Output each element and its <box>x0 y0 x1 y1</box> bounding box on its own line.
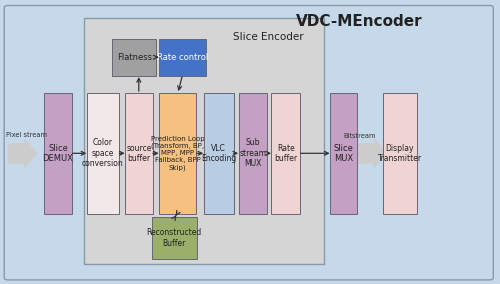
FancyBboxPatch shape <box>152 217 196 259</box>
Text: Reconstructed
Buffer: Reconstructed Buffer <box>146 228 202 248</box>
Text: Pixel stream: Pixel stream <box>6 132 46 138</box>
Text: Display
Transmitter: Display Transmitter <box>378 144 422 163</box>
FancyBboxPatch shape <box>125 93 152 214</box>
Text: Rate control: Rate control <box>157 53 208 62</box>
FancyArrow shape <box>358 139 386 168</box>
Text: Bitstream: Bitstream <box>344 133 376 139</box>
Text: Sub
stream
MUX: Sub stream MUX <box>240 138 266 168</box>
Text: Slice Encoder: Slice Encoder <box>233 32 304 42</box>
FancyBboxPatch shape <box>159 93 196 214</box>
FancyBboxPatch shape <box>44 93 72 214</box>
FancyBboxPatch shape <box>159 39 206 76</box>
FancyBboxPatch shape <box>330 93 357 214</box>
Text: Slice
DEMUX: Slice DEMUX <box>42 144 74 163</box>
FancyBboxPatch shape <box>84 18 324 264</box>
FancyBboxPatch shape <box>112 39 156 76</box>
Text: VLC
Encoding: VLC Encoding <box>201 144 236 163</box>
Text: source
buffer: source buffer <box>126 144 152 163</box>
FancyBboxPatch shape <box>86 93 119 214</box>
Text: Rate
buffer: Rate buffer <box>274 144 297 163</box>
Text: VDC-MEncoder: VDC-MEncoder <box>296 14 423 29</box>
Text: Flatness: Flatness <box>117 53 152 62</box>
FancyBboxPatch shape <box>204 93 234 214</box>
FancyBboxPatch shape <box>4 5 494 280</box>
FancyArrow shape <box>8 139 37 168</box>
Text: Slice
MUX: Slice MUX <box>334 144 353 163</box>
Text: Color
space
conversion: Color space conversion <box>82 138 124 168</box>
Text: Prediction Loop
(Transform, BP,
MPP, MPP
Fallback, BPP
Skip): Prediction Loop (Transform, BP, MPP, MPP… <box>151 136 204 171</box>
FancyBboxPatch shape <box>382 93 416 214</box>
FancyBboxPatch shape <box>238 93 268 214</box>
FancyBboxPatch shape <box>272 93 300 214</box>
